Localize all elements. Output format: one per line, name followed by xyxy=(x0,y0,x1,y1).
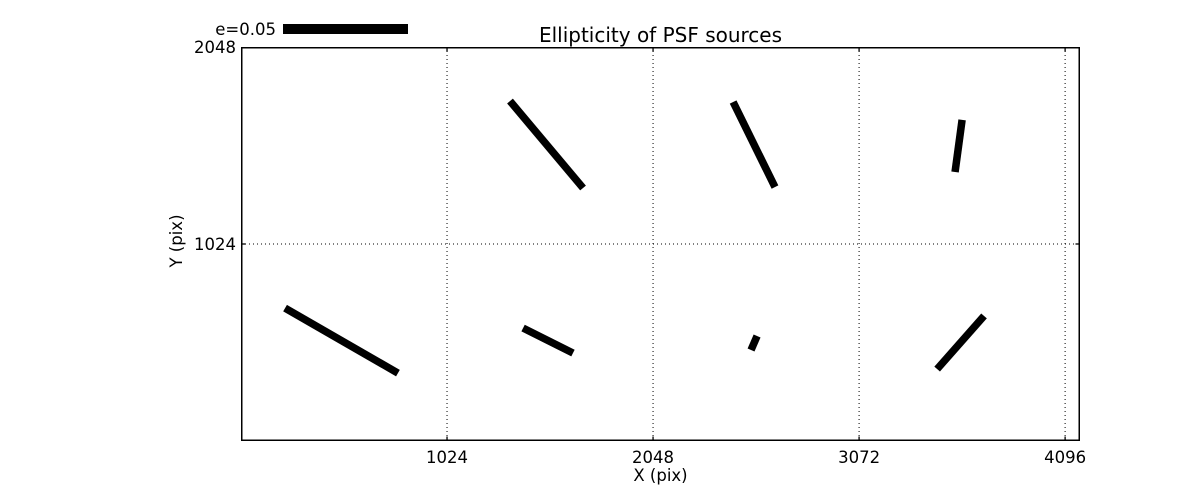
x-axis-label: X (pix) xyxy=(633,466,688,485)
legend-label: e=0.05 xyxy=(215,20,276,39)
x-tick-label: 4096 xyxy=(1044,448,1087,467)
tick-marks xyxy=(241,47,1080,441)
x-tick-label: 1024 xyxy=(426,448,469,467)
whisker-layer xyxy=(283,98,987,377)
ellipticity-whisker xyxy=(934,313,987,372)
plot-area xyxy=(241,47,1080,441)
y-tick-label: 1024 xyxy=(194,234,236,254)
legend-scale-bar xyxy=(283,24,408,34)
ellipticity-whisker xyxy=(747,334,761,352)
ellipticity-whisker xyxy=(951,119,966,173)
x-tick-label: 3072 xyxy=(838,448,881,467)
ellipticity-whisker xyxy=(507,98,586,191)
x-tick-label: 2048 xyxy=(632,448,675,467)
ellipticity-whisker xyxy=(521,324,575,357)
ellipticity-whisker xyxy=(283,304,400,377)
grid-layer xyxy=(241,47,1080,441)
chart-title: Ellipticity of PSF sources xyxy=(538,23,783,47)
ellipticity-whisker xyxy=(729,100,779,189)
axes-spines xyxy=(241,47,1080,441)
y-tick-label: 2048 xyxy=(194,37,236,57)
